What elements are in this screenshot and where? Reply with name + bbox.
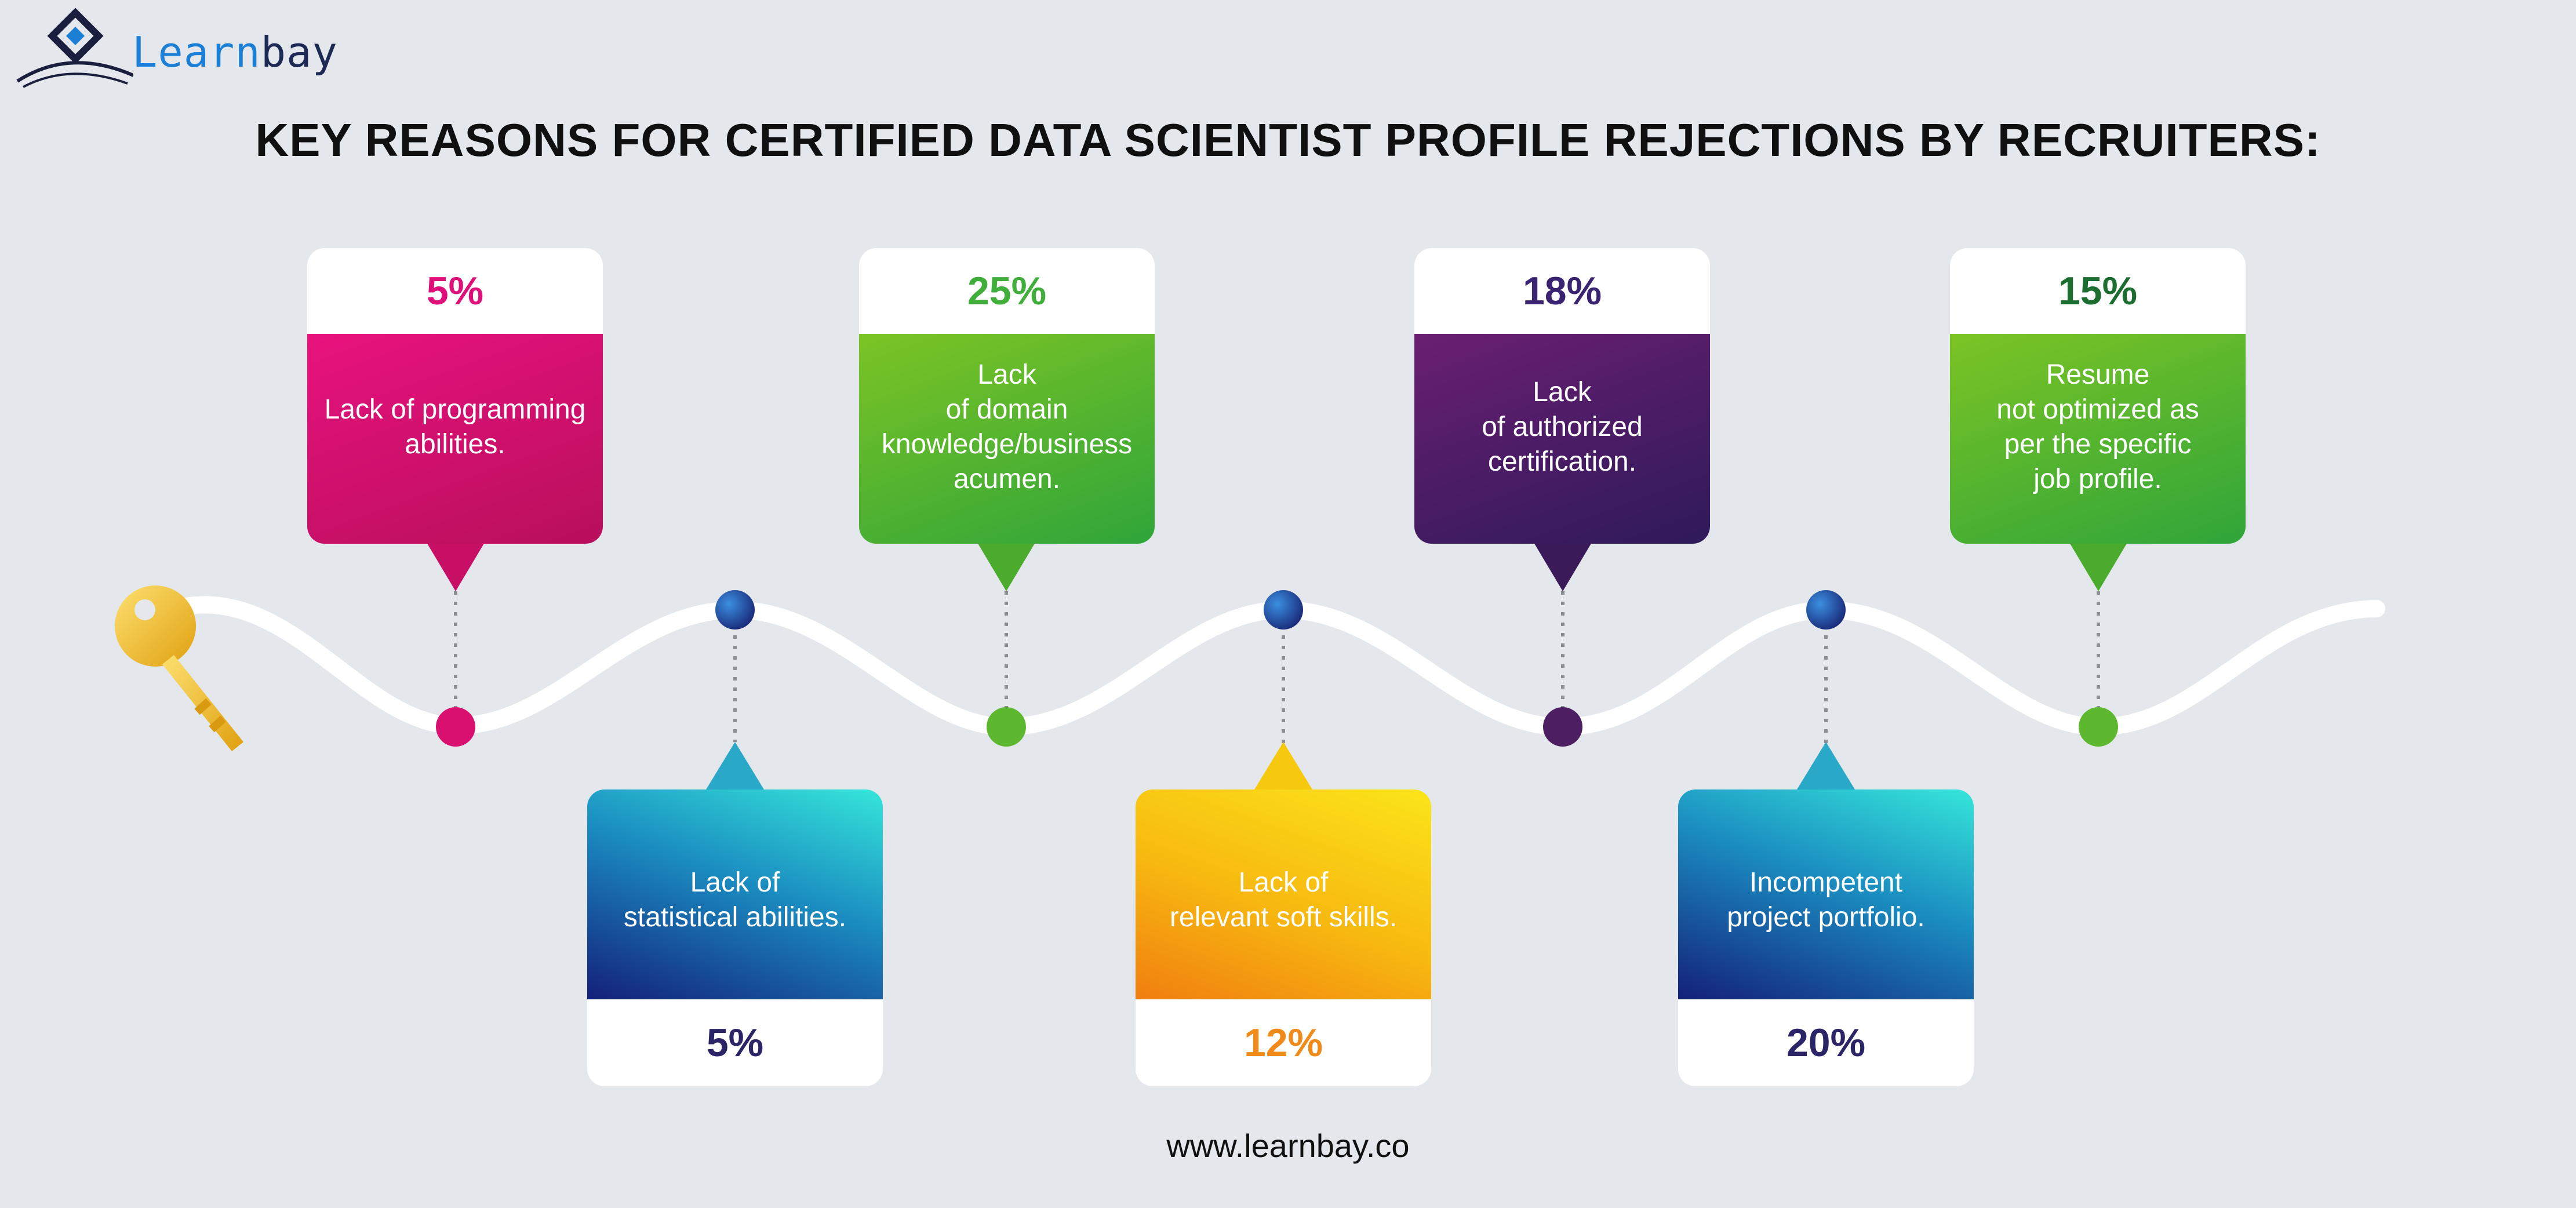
card-text-line: of authorized [1482,412,1643,442]
card-text-line: of domain [945,394,1068,425]
reason-card: 5% Lack of programming abilities. [307,248,603,544]
card-text-line: per the specific [2004,429,2192,460]
pointer-down [2069,543,2127,591]
reason-card: Lack of relevant soft skills. 12% [1136,789,1431,1086]
node-dot [1264,590,1303,630]
card-percent: 25% [859,248,1155,334]
reason-card: Lack of statistical abilities. 5% [587,789,883,1086]
card-text-line: Incompetent [1749,867,1903,898]
brand-name: Learnbay [132,28,338,77]
card-body: Lack of statistical abilities. [587,789,883,999]
node-dot [715,590,755,630]
card-text-line: knowledge/business [881,429,1133,460]
card-percent: 5% [307,248,603,334]
brand-logo: Learnbay [12,7,337,88]
card-text-line: Lack of [1238,867,1329,898]
footer-url[interactable]: www.learnbay.co [1166,1127,1410,1164]
pointer-up [1254,742,1312,789]
card-text-line: Lack of programming [324,394,586,425]
node-dot [2079,707,2118,747]
card-text-line: Lack of [690,867,780,898]
card-text-line: certification. [1487,446,1637,477]
card-body: Lack of relevant soft skills. [1136,789,1431,999]
card-percent: 15% [1950,248,2246,334]
node-dot [1543,707,1582,747]
pointer-up [706,742,764,789]
card-body: Incompetent project portfolio. [1678,789,1974,999]
reason-card: 25% Lack of domain knowledge/business ac… [859,248,1155,544]
card-percent: 18% [1414,248,1710,334]
connectors [454,591,2100,748]
reason-card: 15% Resume not optimized as per the spec… [1950,248,2246,544]
card-percent: 5% [587,999,883,1086]
node-dot [436,707,475,747]
card-percent: 12% [1136,999,1431,1086]
card-percent: 20% [1678,999,1974,1086]
card-text-line: job profile. [2033,464,2162,494]
card-text-line: relevant soft skills. [1169,902,1398,933]
pointer-down [977,543,1035,591]
key-icon [115,585,243,751]
reason-card: 18% Lack of authorized certification. [1414,248,1710,544]
card-body: Lack of domain knowledge/business acumen… [859,334,1155,544]
card-text-line: statistical abilities. [623,902,847,933]
card-text-line: Lack [977,359,1036,390]
pointer-down [427,543,485,591]
card-text-line: not optimized as [1996,394,2199,425]
card-body: Lack of programming abilities. [307,334,603,544]
node-dot [1806,590,1846,630]
card-text-line: Resume [2046,359,2150,390]
card-text-line: acumen. [953,464,1061,494]
pointer-down [1534,543,1592,591]
reason-card: Incompetent project portfolio. 20% [1678,789,1974,1086]
node-dot [987,707,1026,747]
page-title: KEY REASONS FOR CERTIFIED DATA SCIENTIST… [255,114,2321,166]
card-body: Resume not optimized as per the specific… [1950,334,2246,544]
card-body: Lack of authorized certification. [1414,334,1710,544]
card-text-line: Lack [1533,377,1592,407]
card-text-line: project portfolio. [1727,902,1925,933]
pointer-up [1797,742,1855,789]
learnbay-logo-icon [16,8,133,88]
card-text-line: abilities. [405,429,505,460]
